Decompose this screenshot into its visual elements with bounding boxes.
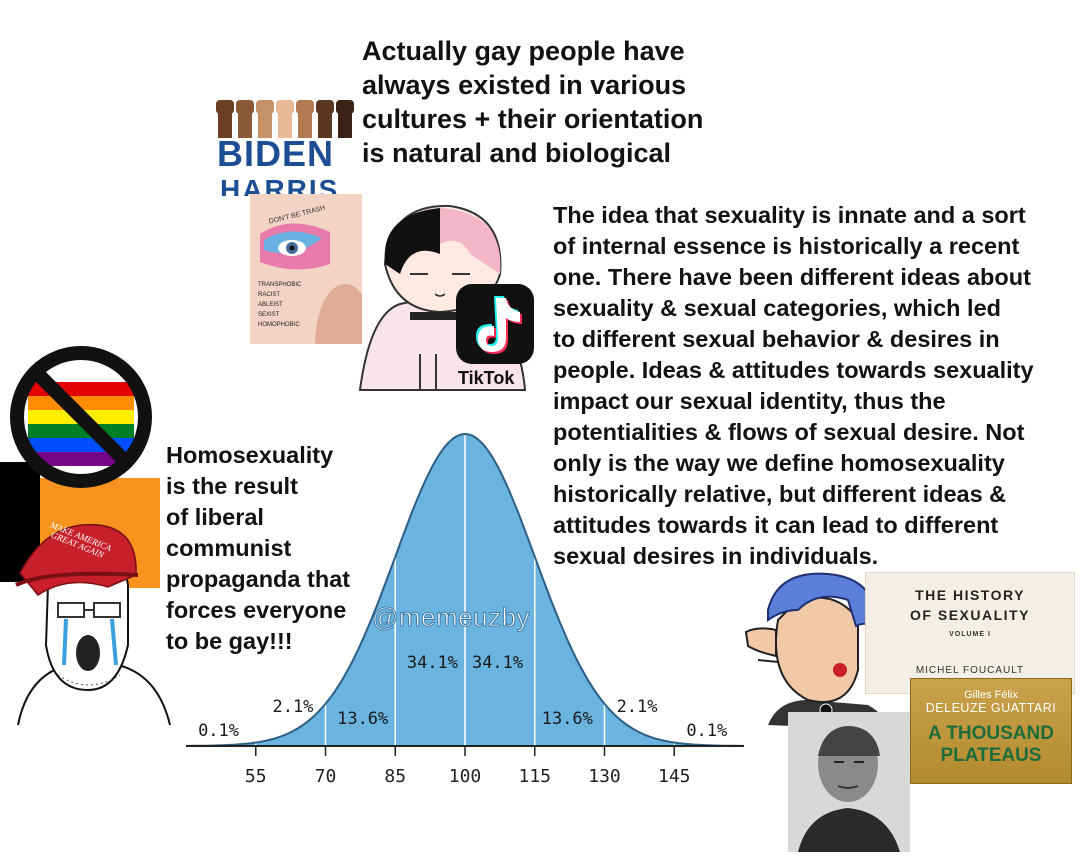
left-caption-line: Homosexuality	[166, 442, 334, 468]
book-title: THE HISTORY OF SEXUALITY	[866, 585, 1074, 625]
harris-logo: HARRIS	[220, 176, 340, 196]
bell-curve-chart: 55 70 85 100 115 130 145 0.1% 2.1% 13.6% 34.1% 34.…	[186, 432, 744, 787]
left-caption-line: communist	[166, 535, 292, 561]
right-caption-line: The idea that sexuality is innate and a …	[553, 202, 1026, 228]
makeup-word: ABLEIST	[258, 302, 283, 308]
book-author: MICHEL FOUCAULT	[915, 665, 1025, 676]
hammer-sickle-icon	[833, 663, 847, 677]
top-caption-line: cultures + their orientation	[362, 104, 704, 134]
book-authors-first: Gilles Félix	[964, 689, 1018, 701]
segment-labels: 0.1% 2.1% 13.6% 34.1% 34.1% 13.6% 2.1% 0.1%	[198, 653, 727, 741]
right-caption-line: one. There have been different ideas abo…	[553, 264, 1031, 290]
x-tick-label: 55	[245, 766, 267, 787]
right-caption-line: sexual desires in individuals.	[553, 543, 879, 569]
book-title-line: THE HISTORY	[915, 587, 1025, 603]
no-pride-flag-icon	[10, 346, 152, 488]
x-tick-label: 115	[518, 766, 551, 787]
book-authors-last: DELEUZE GUATTARI	[925, 701, 1057, 715]
tiktok-logo-icon	[456, 284, 534, 364]
right-caption-line: impact our sexual identity, thus the	[553, 388, 946, 414]
tiktok-wordmark: TikTok	[458, 368, 515, 388]
watermark: @memeuzby	[371, 602, 531, 633]
segment-label: 13.6%	[542, 709, 593, 729]
x-tick-label: 145	[658, 766, 691, 787]
top-caption: Actually gay people have always existed …	[362, 34, 782, 170]
left-caption-line: is the result	[166, 473, 298, 499]
left-caption-line: forces everyone	[166, 597, 347, 623]
left-caption-line: of liberal	[166, 504, 264, 530]
makeup-word: SEXIST	[258, 312, 280, 318]
book-title: A THOUSAND PLATEAUS	[911, 723, 1071, 767]
crying-wojak-drawing	[15, 523, 171, 726]
biden-logo: BIDEN	[217, 133, 335, 174]
x-axis-ticks: 55 70 85 100 115 130 145	[245, 746, 691, 787]
segment-label: 2.1%	[617, 697, 658, 717]
x-tick-label: 100	[449, 766, 482, 787]
segment-label: 13.6%	[337, 709, 388, 729]
deleuze-portrait-photo	[788, 712, 910, 852]
segment-label: 34.1%	[472, 653, 523, 673]
x-tick-label: 130	[588, 766, 621, 787]
thousand-plateaus-book-cover: Gilles Félix DELEUZE GUATTARI A THOUSAND…	[910, 678, 1072, 784]
segment-label: 0.1%	[686, 721, 727, 741]
segment-label: 0.1%	[198, 721, 239, 741]
history-of-sexuality-book-cover: THE HISTORY OF SEXUALITY VOLUME I MICHEL…	[865, 572, 1075, 694]
sd-lines	[255, 434, 675, 746]
book-title-line: A THOUSAND	[928, 723, 1054, 744]
right-caption: The idea that sexuality is innate and a …	[553, 200, 1078, 572]
right-caption-line: people. Ideas & attitudes towards sexual…	[553, 357, 1034, 383]
book-volume: VOLUME I	[949, 631, 991, 638]
makeup-face-image: DON'T BE TRASH TRANSPHOBIC RACIST ABLEIS…	[250, 194, 362, 344]
right-caption-line: of internal essence is historically a re…	[553, 233, 1020, 259]
left-caption-line: propaganda that	[166, 566, 351, 592]
left-caption: Homosexuality is the result of liberal c…	[166, 440, 386, 657]
segment-label: 2.1%	[272, 697, 313, 717]
right-caption-line: attitudes towards it can lead to differe…	[553, 512, 999, 538]
roman-bust-drawing	[744, 572, 888, 730]
makeup-word: TRANSPHOBIC	[258, 282, 302, 288]
curve-line	[186, 432, 744, 747]
top-caption-line: Actually gay people have	[362, 36, 685, 66]
book-title-line: PLATEAUS	[940, 745, 1042, 766]
book-title-line: OF SEXUALITY	[910, 607, 1030, 623]
right-caption-line: only is the way we define homosexuality	[553, 450, 1005, 476]
right-caption-line: sexuality & sexual categories, which led	[553, 295, 1001, 321]
makeup-word: HOMOPHOBIC	[258, 322, 300, 328]
top-caption-line: is natural and biological	[362, 138, 672, 168]
makeup-word: RACIST	[258, 292, 280, 298]
segment-label: 34.1%	[407, 653, 458, 673]
right-caption-line: historically relative, but different ide…	[553, 481, 1007, 507]
raised-fists-icon	[216, 100, 354, 138]
right-caption-line: potentialities & flows of sexual desire.…	[553, 419, 1025, 445]
x-tick-label: 85	[384, 766, 406, 787]
top-caption-line: always existed in various	[362, 70, 687, 100]
right-caption-line: to different sexual behavior & desires i…	[553, 326, 1000, 352]
left-caption-line: to be gay!!!	[166, 628, 293, 654]
x-tick-label: 70	[315, 766, 337, 787]
